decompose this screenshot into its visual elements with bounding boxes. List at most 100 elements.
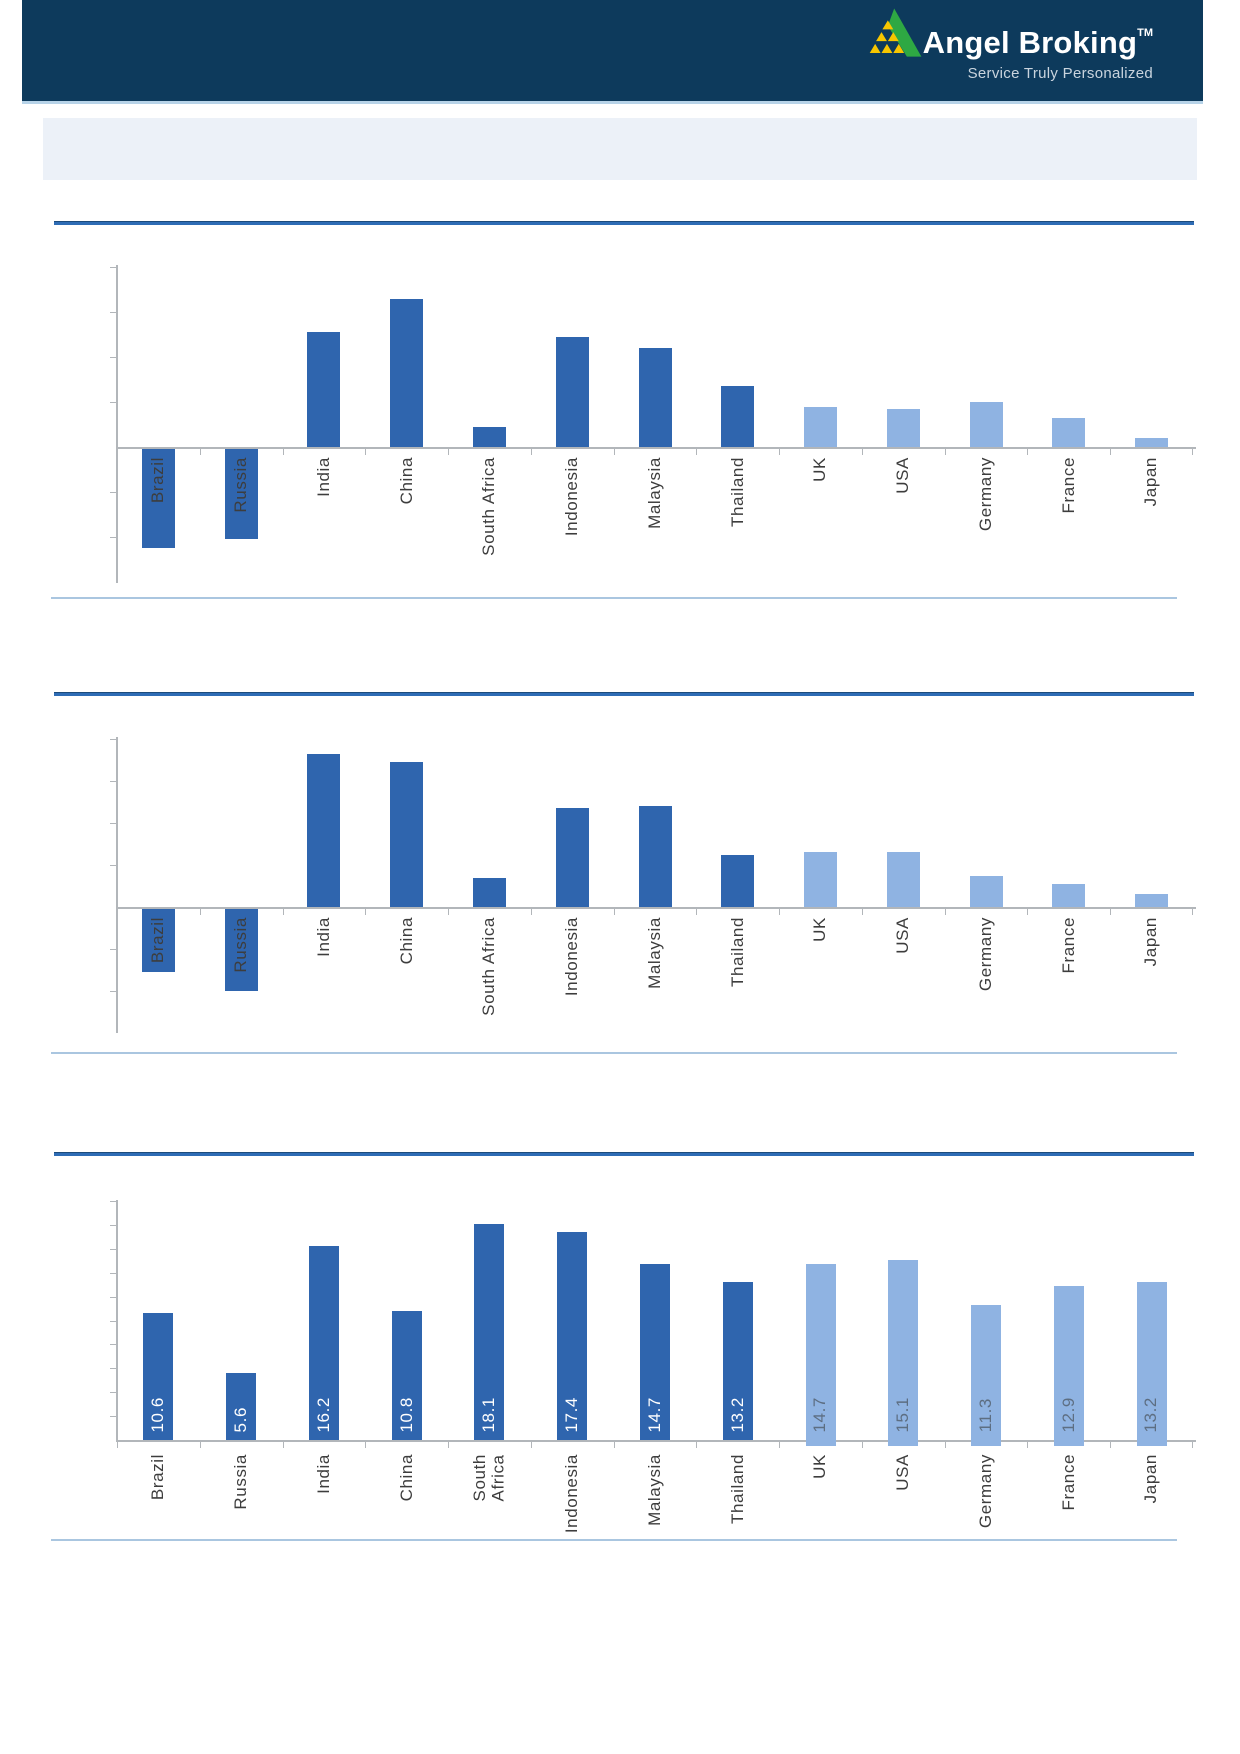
x-axis-tick (613, 449, 615, 455)
x-axis-tick (530, 1442, 532, 1448)
data-label-row: 16.2 (283, 1397, 366, 1433)
category-label: Russia (230, 457, 250, 513)
bar-uk (804, 852, 838, 907)
category-label-row: South Africa (448, 457, 531, 556)
data-label: 15.1 (893, 1396, 913, 1433)
y-axis-tick (110, 1392, 116, 1394)
bar-france (1053, 1285, 1084, 1446)
category-label-row: Brazil (117, 457, 200, 503)
y-axis-tick (110, 781, 116, 782)
category-label: USA (893, 457, 913, 494)
data-label-row: 11.3 (945, 1398, 1028, 1432)
category-label: France (1058, 917, 1078, 974)
category-label-row: Germany (945, 457, 1028, 531)
category-label-row: China (365, 457, 448, 504)
section-3-bottom-rule (51, 1539, 1177, 1541)
bar-russia (224, 449, 258, 539)
bar-china (390, 298, 424, 447)
bar-usa (886, 408, 920, 447)
category-label: Brazil (148, 917, 168, 964)
x-axis-tick (282, 909, 284, 915)
bar-japan (1135, 438, 1169, 447)
x-axis-tick (282, 1442, 284, 1448)
y-axis-tick (110, 823, 116, 824)
bar-india (307, 753, 341, 907)
y-axis-tick (110, 402, 116, 403)
category-label: Malaysia (644, 1454, 664, 1526)
x-axis-tick (779, 449, 781, 455)
category-label: Russia (230, 1454, 250, 1510)
x-axis (116, 907, 1196, 909)
data-label: 11.3 (975, 1397, 995, 1432)
category-label-row: Thailand (696, 917, 779, 987)
x-axis-tick (696, 1442, 698, 1448)
x-axis-tick (199, 909, 201, 915)
section-2-header-rule (54, 692, 1194, 696)
category-label-row: Germany (945, 1454, 1028, 1528)
category-label-row: Malaysia (614, 457, 697, 529)
x-axis (116, 447, 1196, 449)
category-label: Germany (975, 917, 995, 992)
y-axis-tick (110, 739, 116, 740)
category-label: Japan (1141, 457, 1161, 507)
y-axis-tick (110, 1344, 116, 1346)
category-label-row: USA (862, 917, 945, 954)
data-label: 16.2 (313, 1396, 333, 1433)
category-label-row: India (283, 917, 366, 957)
y-axis-tick (110, 1368, 116, 1370)
category-label-row: Japan (1110, 457, 1193, 506)
logo-yellow-pyramid (869, 20, 905, 53)
section-1-bottom-rule (51, 597, 1177, 599)
bar-china (391, 1310, 422, 1440)
y-axis-tick (110, 312, 116, 313)
data-label: 18.1 (479, 1396, 499, 1433)
title-banner (43, 118, 1197, 180)
x-axis-tick (199, 1442, 201, 1448)
x-axis-tick (530, 909, 532, 915)
x-axis-tick (365, 909, 367, 915)
bar-indonesia (555, 808, 589, 907)
bar-germany (971, 1304, 1002, 1446)
brand-tagline: Service Truly Personalized (967, 65, 1153, 82)
category-label: India (313, 457, 333, 497)
category-label-row: India (283, 457, 366, 497)
data-label-row: 12.9 (1027, 1397, 1110, 1433)
bar-france (1052, 417, 1086, 447)
category-label: USA (893, 917, 913, 954)
x-axis-tick (365, 449, 367, 455)
data-label-row: 17.4 (531, 1397, 614, 1433)
data-label-row: 18.1 (448, 1397, 531, 1433)
category-label-row: Brazil (117, 1454, 200, 1500)
bar-brazil (141, 909, 175, 972)
data-label: 17.4 (562, 1396, 582, 1433)
x-axis-tick (1192, 449, 1193, 455)
category-label: Germany (975, 457, 995, 532)
category-label-row: Indonesia (531, 1454, 614, 1533)
bar-thailand (722, 1282, 753, 1440)
category-label: China (396, 917, 416, 965)
bar-malaysia (638, 806, 672, 907)
x-axis-tick (1110, 909, 1112, 915)
bar-usa (886, 852, 920, 907)
bar-china (390, 762, 424, 907)
category-label-row: France (1027, 1454, 1110, 1511)
category-label: France (1058, 457, 1078, 514)
data-label-row: 10.8 (365, 1397, 448, 1433)
x-axis-tick (613, 909, 615, 915)
category-label: China (396, 1454, 416, 1502)
category-label: Malaysia (644, 917, 664, 989)
category-label: South Africa (479, 917, 499, 1016)
bar-japan (1135, 894, 1169, 907)
section-1-header-rule (54, 221, 1194, 225)
x-axis-tick (779, 909, 781, 915)
bar-usa (888, 1259, 919, 1446)
x-axis-tick (1027, 449, 1029, 455)
data-label-row: 13.2 (1110, 1397, 1193, 1433)
y-axis (116, 737, 118, 1033)
bar-japan (1136, 1282, 1167, 1446)
category-label-row: India (283, 1454, 366, 1494)
x-axis-tick (861, 909, 863, 915)
category-label-row: Brazil (117, 917, 200, 963)
bar-russia (224, 909, 258, 991)
